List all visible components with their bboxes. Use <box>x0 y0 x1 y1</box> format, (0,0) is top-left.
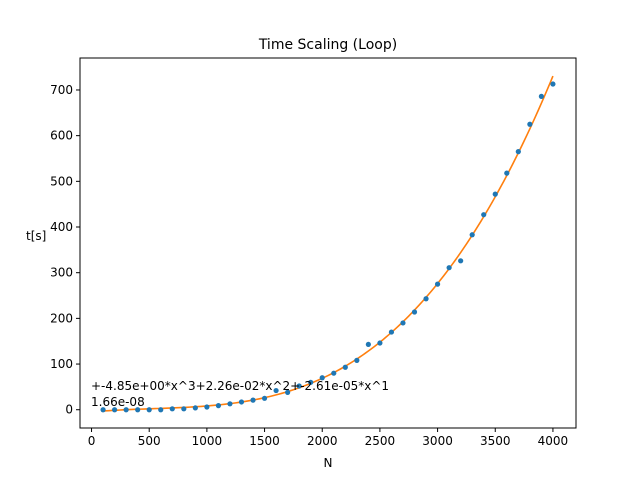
data-point <box>238 399 245 405</box>
data-point <box>215 403 222 409</box>
data-point <box>135 407 141 413</box>
data-point <box>181 406 187 412</box>
fit-line-group <box>103 75 554 412</box>
data-point <box>204 404 210 410</box>
y-tick-label: 0 <box>65 403 73 417</box>
data-point <box>250 397 256 403</box>
data-point <box>273 387 279 394</box>
data-points-group <box>100 81 556 413</box>
x-tick-label: 4000 <box>538 434 569 448</box>
data-point <box>469 232 475 238</box>
y-tick-label: 400 <box>50 220 73 234</box>
data-point <box>192 405 198 411</box>
data-point <box>285 389 291 395</box>
y-tick-label: 100 <box>50 357 73 371</box>
data-point <box>158 407 164 413</box>
data-point <box>388 329 395 335</box>
data-point <box>100 407 106 413</box>
data-point <box>411 309 418 315</box>
data-point <box>261 395 268 401</box>
y-tick-label: 600 <box>50 129 73 143</box>
data-point <box>169 406 175 412</box>
data-point <box>146 407 152 413</box>
x-tick-label: 2500 <box>365 434 396 448</box>
x-tick-label: 0 <box>88 434 96 448</box>
data-point <box>458 258 464 264</box>
data-point <box>527 121 533 127</box>
fit-equation-line1: +-4.85e+00*x^3+2.26e-02*x^2+-2.61e-05*x^… <box>91 379 389 393</box>
x-axis-ticks: 0 500 1000 1500 2000 2500 3000 3500 4000 <box>88 428 568 448</box>
data-point <box>550 81 556 87</box>
y-tick-label: 500 <box>50 174 73 188</box>
chart-title: Time Scaling (Loop) <box>258 37 397 53</box>
data-point <box>331 370 337 376</box>
y-tick-label: 700 <box>50 83 73 97</box>
x-tick-label: 1500 <box>249 434 280 448</box>
data-point <box>296 383 302 389</box>
x-tick-label: 3000 <box>422 434 453 448</box>
fit-curve <box>103 75 554 412</box>
data-point <box>481 212 487 218</box>
data-point <box>227 401 233 407</box>
x-tick-label: 500 <box>138 434 161 448</box>
data-point <box>423 296 429 302</box>
x-tick-label: 1000 <box>192 434 223 448</box>
y-tick-label: 200 <box>50 311 73 325</box>
data-point <box>515 149 521 155</box>
y-tick-label: 300 <box>50 266 73 280</box>
data-point <box>446 265 452 271</box>
data-point <box>504 170 510 176</box>
data-point <box>354 357 360 363</box>
data-point <box>319 375 325 381</box>
data-point <box>434 281 441 287</box>
x-tick-label: 3500 <box>480 434 511 448</box>
y-axis-label: t[s] <box>26 229 46 243</box>
data-point <box>365 341 371 348</box>
data-point <box>492 191 498 197</box>
data-point <box>342 364 348 370</box>
x-axis-label: N <box>324 456 333 470</box>
data-point <box>400 320 406 326</box>
y-axis-ticks: 0 100 200 300 400 500 600 700 <box>50 83 80 417</box>
data-point <box>112 407 118 413</box>
data-point <box>123 407 129 413</box>
fit-equation-line2: 1.66e-08 <box>91 395 145 409</box>
data-point <box>538 93 544 99</box>
plot-area: 0 500 1000 1500 2000 2500 3000 3500 4000 0 100 200… <box>50 57 577 448</box>
axes-frame <box>79 57 577 429</box>
x-tick-label: 2000 <box>307 434 338 448</box>
data-point <box>377 340 383 346</box>
data-point <box>308 379 314 385</box>
